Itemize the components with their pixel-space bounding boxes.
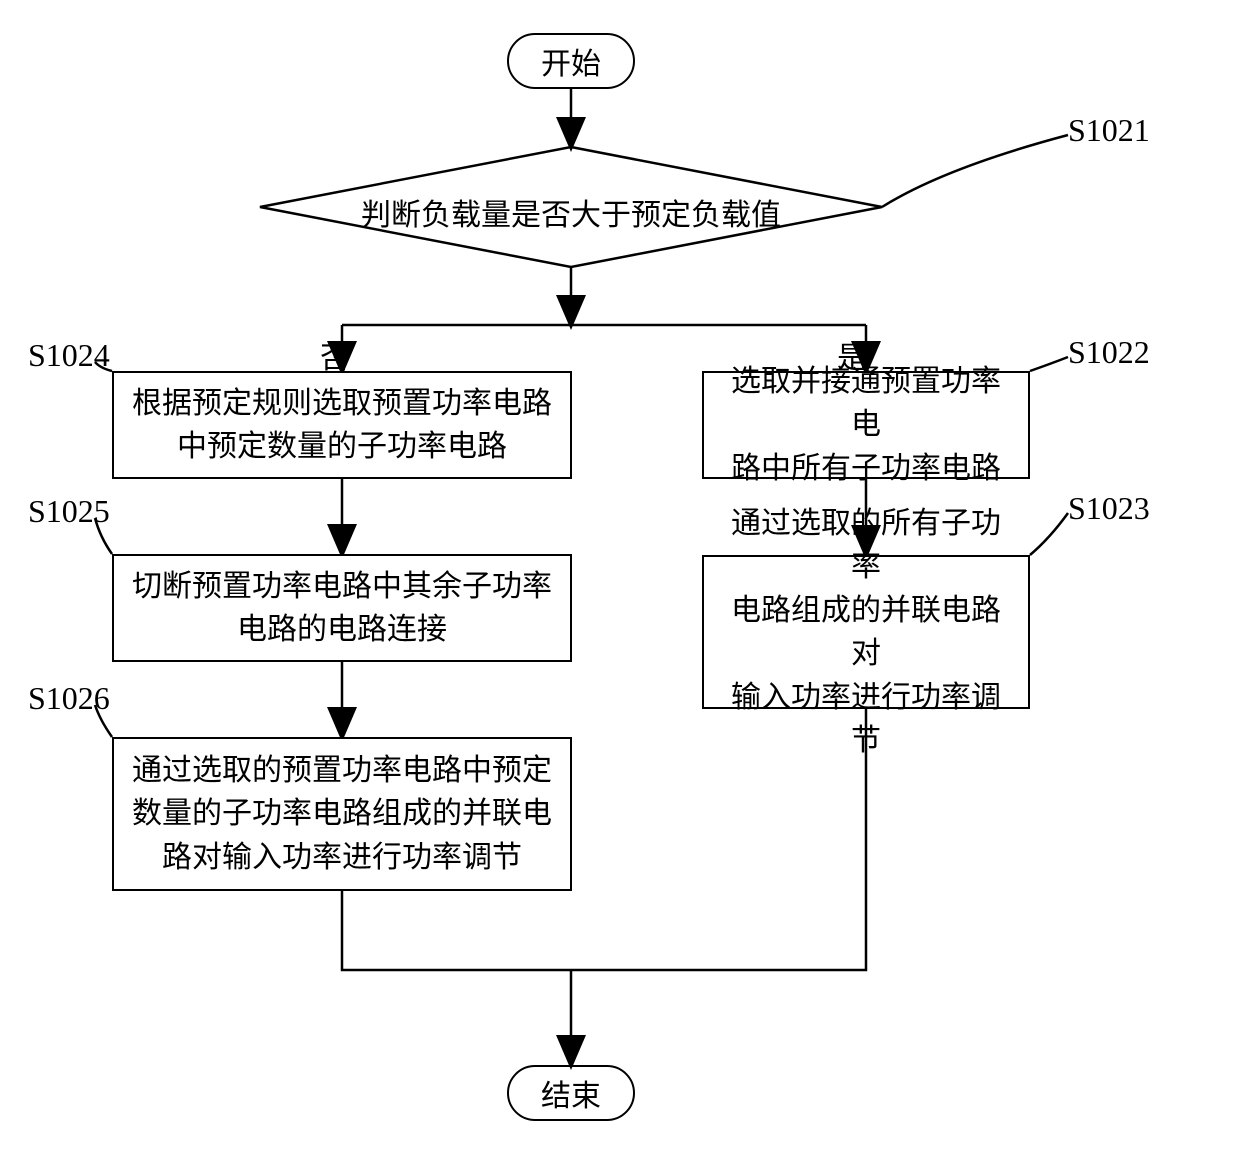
process-S1023: 通过选取的所有子功率 电路组成的并联电路对 输入功率进行功率调节 <box>702 555 1030 709</box>
process-S1022-text: 选取并接通预置功率电 路中所有子功率电路 <box>718 360 1014 491</box>
terminator-end: 结束 <box>507 1065 635 1121</box>
step-label-S1026: S1026 <box>28 680 110 717</box>
terminator-start: 开始 <box>507 33 635 89</box>
decision-S1021-text: 判断负载量是否大于预定负载值 <box>342 190 800 234</box>
process-S1024: 根据预定规则选取预置功率电路 中预定数量的子功率电路 <box>112 371 572 479</box>
process-S1026-text: 通过选取的预置功率电路中预定 数量的子功率电路组成的并联电 路对输入功率进行功率… <box>132 749 552 880</box>
step-label-S1023: S1023 <box>1068 490 1150 527</box>
step-label-S1021: S1021 <box>1068 112 1150 149</box>
step-label-S1025: S1025 <box>28 493 110 530</box>
callout-S1023 <box>1030 513 1068 555</box>
process-S1026: 通过选取的预置功率电路中预定 数量的子功率电路组成的并联电 路对输入功率进行功率… <box>112 737 572 891</box>
process-S1022: 选取并接通预置功率电 路中所有子功率电路 <box>702 371 1030 479</box>
process-S1023-text: 通过选取的所有子功率 电路组成的并联电路对 输入功率进行功率调节 <box>718 502 1014 763</box>
step-label-S1024: S1024 <box>28 337 110 374</box>
step-label-S1022: S1022 <box>1068 334 1150 371</box>
process-S1025-text: 切断预置功率电路中其余子功率 电路的电路连接 <box>132 565 552 652</box>
process-S1024-text: 根据预定规则选取预置功率电路 中预定数量的子功率电路 <box>132 382 552 469</box>
process-S1025: 切断预置功率电路中其余子功率 电路的电路连接 <box>112 554 572 662</box>
callout-S1022 <box>1030 357 1068 371</box>
terminator-end-text: 结束 <box>541 1071 601 1115</box>
callout-S1021 <box>882 135 1068 207</box>
terminator-start-text: 开始 <box>541 39 601 83</box>
